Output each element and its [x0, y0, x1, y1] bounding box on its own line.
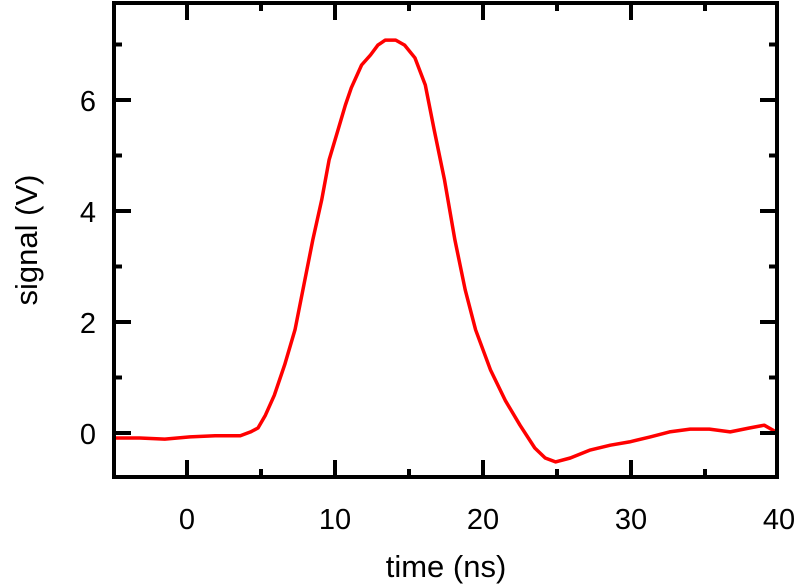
axis-ticks: [114, 3, 777, 477]
signal-line: [114, 38, 777, 464]
signal-curve: [114, 38, 777, 464]
x-tick-label: 10: [319, 504, 351, 536]
x-tick-label: 0: [179, 504, 195, 536]
x-tick-label: 30: [615, 504, 647, 536]
y-axis-label: signal (V): [9, 175, 44, 306]
x-axis-label: time (ns): [386, 549, 507, 584]
y-tick-label: 4: [80, 197, 96, 229]
y-tick-labels: 0 2 4 6: [80, 86, 96, 451]
y-tick-label: 0: [80, 419, 96, 451]
x-tick-labels: 0 10 20 30 40: [179, 504, 795, 536]
plot-frame: [112, 1, 779, 479]
x-tick-label: 20: [467, 504, 499, 536]
y-tick-label: 6: [80, 86, 96, 118]
x-tick-label: 40: [763, 504, 795, 536]
y-tick-label: 2: [80, 308, 96, 340]
